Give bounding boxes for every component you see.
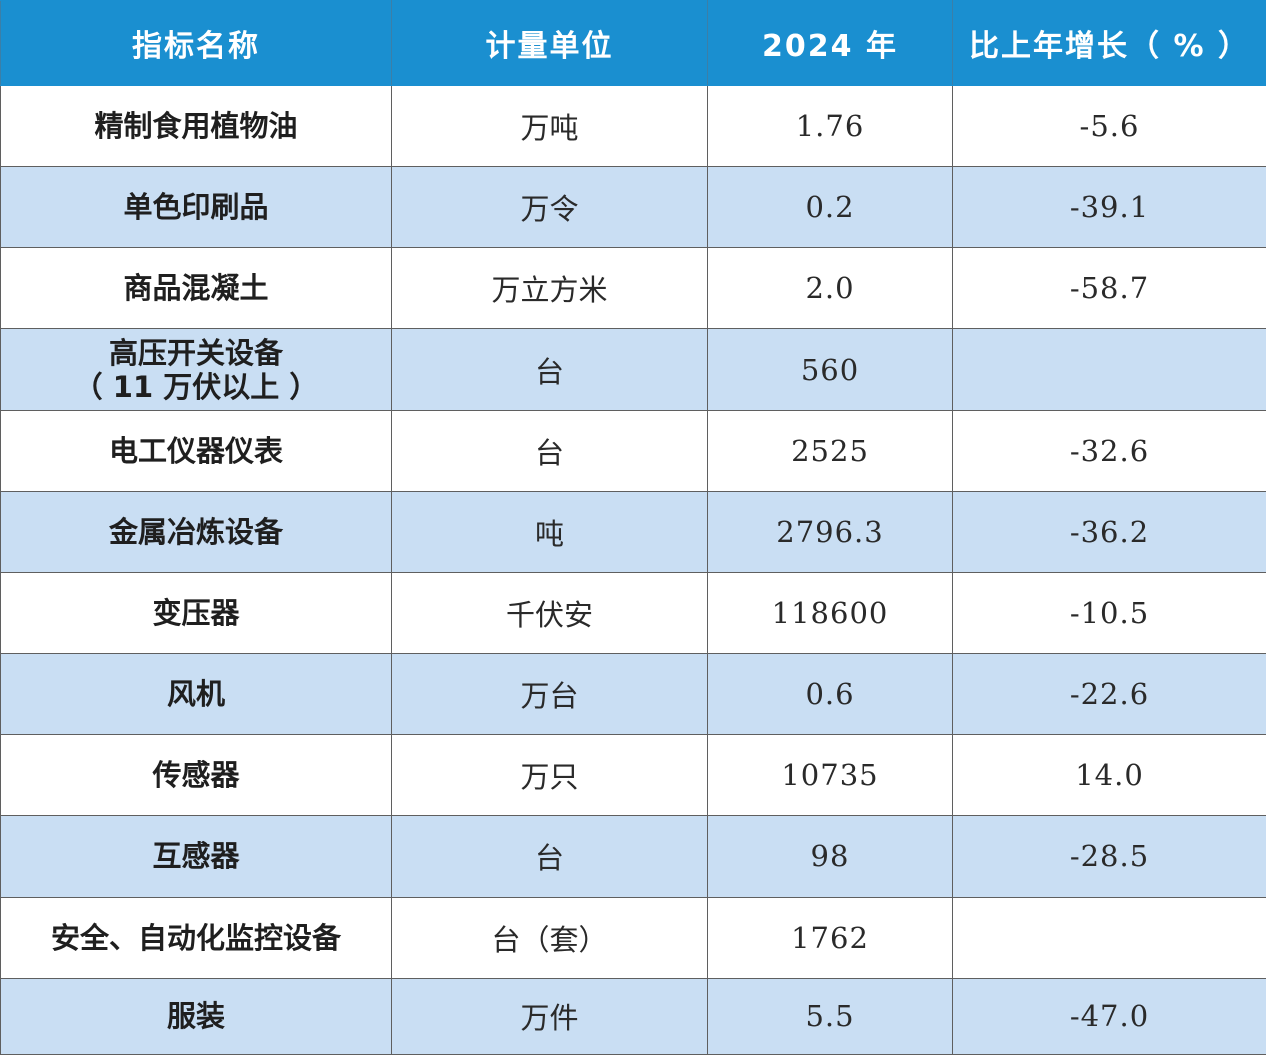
table-row: 传感器 万只 10735 14.0 <box>0 734 1266 817</box>
table-row: 单色印刷品 万令 0.2 -39.1 <box>0 166 1266 249</box>
growth-percent: -32.6 <box>952 409 1266 492</box>
value-2024: 98 <box>707 815 953 898</box>
indicator-name: 变压器 <box>0 571 392 655</box>
value-2024: 0.6 <box>707 653 953 736</box>
unit: 吨 <box>391 490 708 573</box>
table-row: 互感器 台 98 -28.5 <box>0 815 1266 898</box>
growth-percent <box>952 328 1266 411</box>
unit: 台 <box>391 409 708 492</box>
indicator-name: 传感器 <box>0 734 392 817</box>
unit: 台（套） <box>391 896 708 979</box>
table-row: 风机 万台 0.6 -22.6 <box>0 653 1266 736</box>
table-body: 精制食用植物油 万吨 1.76 -5.6 单色印刷品 万令 0.2 -39.1 … <box>0 84 1266 1055</box>
value-2024: 118600 <box>707 571 953 655</box>
header-unit: 计量单位 <box>391 0 708 86</box>
table-row: 高压开关设备 （ 11 万伏以上 ） 台 560 <box>0 328 1266 411</box>
growth-percent: -58.7 <box>952 247 1266 330</box>
value-2024: 0.2 <box>707 166 953 249</box>
indicator-name: 互感器 <box>0 815 392 898</box>
table-row: 安全、自动化监控设备 台（套） 1762 <box>0 896 1266 979</box>
value-2024: 10735 <box>707 734 953 817</box>
value-2024: 2525 <box>707 409 953 492</box>
growth-percent: 14.0 <box>952 734 1266 817</box>
unit: 台 <box>391 328 708 411</box>
indicator-name: 服装 <box>0 977 392 1055</box>
table-row: 精制食用植物油 万吨 1.76 -5.6 <box>0 84 1266 168</box>
indicator-name: 风机 <box>0 653 392 736</box>
indicator-name-line2: （ 11 万伏以上 ） <box>73 369 319 404</box>
growth-percent: -28.5 <box>952 815 1266 898</box>
unit: 万台 <box>391 653 708 736</box>
header-indicator-name: 指标名称 <box>0 0 392 86</box>
growth-percent <box>952 896 1266 979</box>
growth-percent: -36.2 <box>952 490 1266 573</box>
unit: 千伏安 <box>391 571 708 655</box>
indicator-name: 安全、自动化监控设备 <box>0 896 392 979</box>
header-value-2024: 2024 年 <box>707 0 953 86</box>
table-row: 商品混凝土 万立方米 2.0 -58.7 <box>0 247 1266 330</box>
value-2024: 5.5 <box>707 977 953 1055</box>
indicator-name: 金属冶炼设备 <box>0 490 392 573</box>
growth-percent: -10.5 <box>952 571 1266 655</box>
indicator-name: 商品混凝土 <box>0 247 392 330</box>
growth-percent: -47.0 <box>952 977 1266 1055</box>
value-2024: 1762 <box>707 896 953 979</box>
indicator-name: 单色印刷品 <box>0 166 392 249</box>
table-row: 电工仪器仪表 台 2525 -32.6 <box>0 409 1266 492</box>
table-row: 变压器 千伏安 118600 -10.5 <box>0 571 1266 655</box>
unit: 万令 <box>391 166 708 249</box>
growth-percent: -22.6 <box>952 653 1266 736</box>
unit: 台 <box>391 815 708 898</box>
value-2024: 2796.3 <box>707 490 953 573</box>
header-row: 指标名称 计量单位 2024 年 比上年增长（ % ） <box>0 0 1266 86</box>
growth-percent: -39.1 <box>952 166 1266 249</box>
growth-percent: -5.6 <box>952 84 1266 168</box>
indicator-name: 高压开关设备 （ 11 万伏以上 ） <box>0 328 392 411</box>
indicator-name: 精制食用植物油 <box>0 84 392 168</box>
unit: 万吨 <box>391 84 708 168</box>
unit: 万立方米 <box>391 247 708 330</box>
indicator-name: 电工仪器仪表 <box>0 409 392 492</box>
table-row: 服装 万件 5.5 -47.0 <box>0 977 1266 1055</box>
table-row: 金属冶炼设备 吨 2796.3 -36.2 <box>0 490 1266 573</box>
value-2024: 560 <box>707 328 953 411</box>
value-2024: 2.0 <box>707 247 953 330</box>
unit: 万只 <box>391 734 708 817</box>
value-2024: 1.76 <box>707 84 953 168</box>
unit: 万件 <box>391 977 708 1055</box>
table-header: 指标名称 计量单位 2024 年 比上年增长（ % ） <box>0 0 1266 86</box>
indicator-name-line1: 高压开关设备 <box>108 335 283 370</box>
header-growth-percent: 比上年增长（ % ） <box>952 0 1266 86</box>
